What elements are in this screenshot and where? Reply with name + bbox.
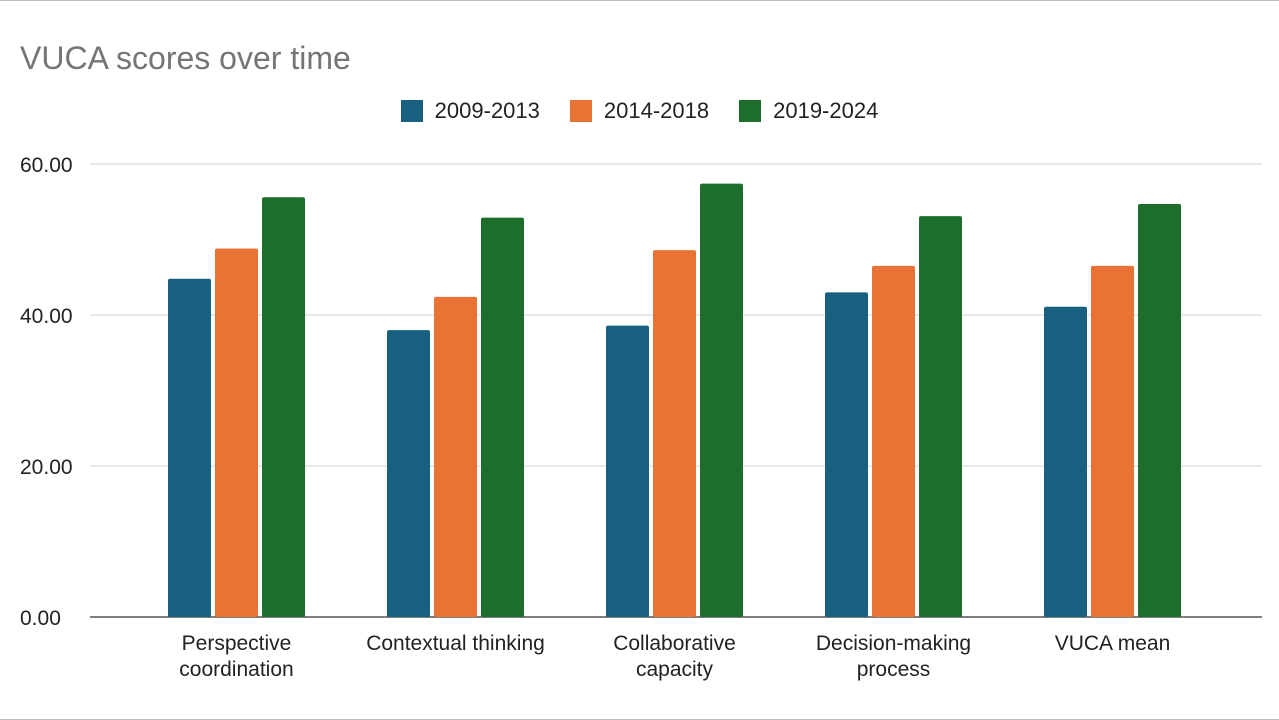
bar-3-4 [919,216,962,617]
chart-title: VUCA scores over time [20,40,351,76]
x-category-label: Contextual thinking [366,632,545,655]
legend-label-series-3: 2019-2024 [773,98,879,123]
legend-swatch-series-2 [569,100,592,122]
legend-swatch-series-3 [739,100,762,122]
x-category-label: capacity [636,658,714,681]
y-tick-label: 60.00 [20,154,73,177]
chart-legend: 2009-2013 2014-2018 2019-2024 [0,98,1279,124]
bar-1-1 [168,278,211,617]
legend-item-series-3: 2019-2024 [739,98,878,124]
x-category-label: process [857,658,931,681]
x-category-label: VUCA mean [1055,632,1171,655]
legend-item-series-2: 2014-2018 [569,98,710,124]
bar-3-1 [262,197,305,617]
y-tick-label: 20.00 [20,456,73,479]
bar-1-5 [1044,306,1087,617]
bars [168,183,1181,618]
y-tick-label: 40.00 [20,305,73,328]
x-category-label: Decision-making [816,632,971,655]
bar-3-2 [481,217,524,618]
legend-label-series-1: 2009-2013 [434,98,540,123]
bar-3-3 [700,183,743,617]
bar-3-5 [1138,204,1181,617]
y-axis: 0.00 20.00 40.00 60.00 [20,154,73,630]
x-category-label: Perspective [182,632,292,655]
bar-1-4 [825,292,868,617]
bar-2-2 [434,296,477,617]
x-category-label: Collaborative [613,632,736,655]
legend-swatch-series-1 [400,100,423,122]
y-tick-label: 0.00 [20,607,61,630]
bar-2-5 [1091,265,1134,617]
x-axis: Perspective coordination Contextual thinki… [179,632,1170,681]
legend-label-series-2: 2014-2018 [603,98,710,123]
legend-item-series-1: 2009-2013 [400,98,540,124]
bar-2-1 [215,248,258,617]
bar-1-2 [387,330,430,617]
bar-2-4 [872,265,915,617]
bar-1-3 [606,325,649,617]
x-category-label: coordination [179,658,293,681]
bar-2-3 [653,250,696,617]
